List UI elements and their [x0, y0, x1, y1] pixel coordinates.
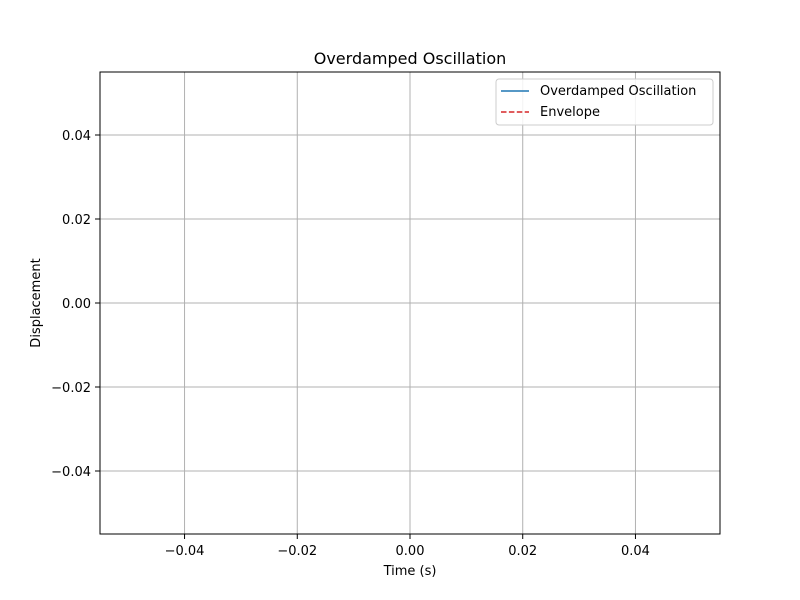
y-tick-label: 0.00	[62, 297, 91, 312]
x-tick-label: −0.02	[277, 544, 317, 559]
chart-title: Overdamped Oscillation	[314, 49, 507, 68]
x-axis-label: Time (s)	[383, 564, 437, 579]
x-tick-label: 0.00	[396, 544, 425, 559]
y-tick-label: 0.04	[62, 129, 91, 144]
y-tick-label: −0.04	[51, 465, 91, 480]
y-tick-label: −0.02	[51, 381, 91, 396]
legend-box	[495, 78, 714, 126]
legend-label-envelope: Envelope	[540, 105, 600, 120]
x-tick-label: 0.04	[621, 544, 650, 559]
legend: Overdamped Oscillation Envelope	[495, 78, 714, 126]
x-axis-ticks: −0.04 −0.02 0.00 0.02 0.04	[165, 534, 650, 559]
legend-label-overdamped: Overdamped Oscillation	[540, 84, 696, 99]
x-tick-label: −0.04	[165, 544, 205, 559]
y-axis-ticks: −0.04 −0.02 0.00 0.02 0.04	[51, 129, 100, 480]
grid	[100, 72, 720, 534]
x-tick-label: 0.02	[508, 544, 537, 559]
y-tick-label: 0.02	[62, 213, 91, 228]
y-axis-label: Displacement	[29, 258, 44, 347]
